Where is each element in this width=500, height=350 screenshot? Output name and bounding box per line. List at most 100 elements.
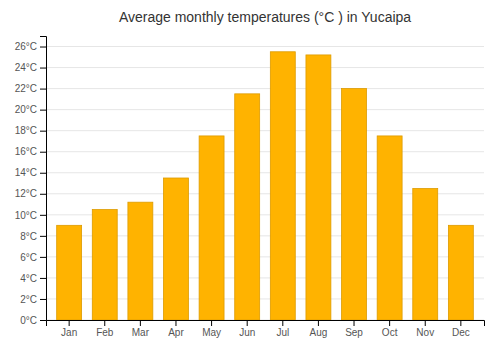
x-axis: Jan Feb Mar Apr May Jun Jul Aug Sep Oct Nov Dec bbox=[47, 320, 485, 338]
x-tick-label: Apr bbox=[168, 327, 184, 338]
y-tick-label: 10°C bbox=[15, 210, 37, 221]
y-tick: 10°C bbox=[15, 210, 46, 221]
grid-line bbox=[46, 151, 484, 152]
x-tick: Feb bbox=[96, 320, 114, 338]
y-tick-label: 0°C bbox=[20, 315, 37, 326]
bar bbox=[448, 225, 473, 320]
y-tick: 12°C bbox=[15, 188, 46, 199]
y-tick-mark bbox=[40, 215, 46, 216]
x-tick-label: Jun bbox=[239, 327, 255, 338]
y-tick-label: 4°C bbox=[20, 273, 37, 284]
y-axis-line bbox=[40, 37, 47, 321]
chart: 0°C 2°C 4°C 6°C 8°C 10°C 12°C 14°C 16°C 18°C 20°C 2… bbox=[0, 0, 500, 350]
y-tick-mark bbox=[40, 236, 46, 237]
grid-line bbox=[46, 46, 484, 47]
x-tick: Jul bbox=[276, 320, 289, 338]
x-tick-label: Sep bbox=[345, 327, 363, 338]
y-tick-label: 18°C bbox=[15, 125, 37, 136]
x-tick-label: Jan bbox=[61, 327, 77, 338]
y-tick-mark bbox=[40, 68, 46, 69]
bar bbox=[235, 94, 260, 320]
y-tick: 8°C bbox=[20, 231, 46, 242]
y-tick-label: 14°C bbox=[15, 167, 37, 178]
x-tick-mark bbox=[389, 320, 390, 326]
bar bbox=[128, 202, 153, 320]
grid-line bbox=[46, 88, 484, 89]
x-tick-mark bbox=[104, 320, 105, 326]
grid-line bbox=[46, 130, 484, 131]
x-tick-mark bbox=[318, 320, 319, 326]
x-tick: May bbox=[202, 320, 221, 338]
x-tick-label: Oct bbox=[382, 327, 398, 338]
x-tick-label: Jul bbox=[276, 327, 289, 338]
bar bbox=[342, 89, 367, 320]
x-tick-mark bbox=[354, 320, 355, 326]
bar bbox=[306, 55, 331, 320]
y-tick-mark bbox=[40, 278, 46, 279]
x-tick-label: Aug bbox=[310, 327, 328, 338]
bar bbox=[199, 136, 224, 320]
y-tick: 24°C bbox=[15, 62, 46, 73]
x-tick-mark bbox=[211, 320, 212, 326]
x-tick: Jun bbox=[239, 320, 255, 338]
y-tick-mark bbox=[40, 131, 46, 132]
x-tick-label: Mar bbox=[132, 327, 150, 338]
x-tick-mark bbox=[175, 320, 176, 326]
y-tick-mark bbox=[40, 299, 46, 300]
y-tick-mark bbox=[40, 110, 46, 111]
x-tick-mark bbox=[140, 320, 141, 326]
bar bbox=[92, 210, 117, 320]
x-tick: Sep bbox=[345, 320, 363, 338]
y-tick-label: 26°C bbox=[15, 41, 37, 52]
y-tick-mark bbox=[40, 47, 46, 48]
bar bbox=[57, 225, 82, 320]
x-tick-mark bbox=[425, 320, 426, 326]
x-tick-label: May bbox=[202, 327, 221, 338]
bar bbox=[270, 52, 295, 320]
y-tick-mark bbox=[40, 152, 46, 153]
x-tick: Aug bbox=[310, 320, 328, 338]
x-tick-mark bbox=[247, 320, 248, 326]
x-tick-label: Feb bbox=[96, 327, 114, 338]
x-tick-mark bbox=[460, 320, 461, 326]
y-tick-mark bbox=[40, 194, 46, 195]
x-tick: Nov bbox=[416, 320, 434, 338]
y-tick-label: 22°C bbox=[15, 83, 37, 94]
y-tick-mark bbox=[40, 257, 46, 258]
y-tick-label: 24°C bbox=[15, 62, 37, 73]
x-tick-mark bbox=[282, 320, 283, 326]
y-tick: 14°C bbox=[15, 167, 46, 178]
grid bbox=[46, 47, 484, 320]
y-axis: 0°C 2°C 4°C 6°C 8°C 10°C 12°C 14°C 16°C 18°C 20°C 2… bbox=[15, 37, 47, 326]
y-tick-mark bbox=[40, 89, 46, 90]
grid-line bbox=[46, 67, 484, 68]
y-tick: 16°C bbox=[15, 146, 46, 157]
grid-line bbox=[46, 172, 484, 173]
y-tick: 22°C bbox=[15, 83, 46, 94]
x-tick: Dec bbox=[452, 320, 470, 338]
y-tick-mark bbox=[40, 173, 46, 174]
x-axis-line bbox=[47, 321, 485, 327]
y-tick: 6°C bbox=[20, 252, 46, 263]
y-tick: 4°C bbox=[20, 273, 46, 284]
y-tick: 0°C bbox=[20, 315, 46, 326]
x-tick: Jan bbox=[61, 320, 77, 338]
grid-line bbox=[46, 109, 484, 110]
y-tick-label: 16°C bbox=[15, 146, 37, 157]
x-tick: Mar bbox=[132, 320, 150, 338]
y-tick: 18°C bbox=[15, 125, 46, 136]
y-tick-label: 12°C bbox=[15, 188, 37, 199]
bar bbox=[413, 189, 438, 320]
y-tick-label: 6°C bbox=[20, 252, 37, 263]
x-tick-mark bbox=[69, 320, 70, 326]
bars bbox=[57, 52, 474, 320]
x-tick-label: Nov bbox=[416, 327, 434, 338]
x-tick: Apr bbox=[168, 320, 184, 338]
y-tick-label: 2°C bbox=[20, 294, 37, 305]
plot-area: 0°C 2°C 4°C 6°C 8°C 10°C 12°C 14°C 16°C 18°C 20°C 2… bbox=[15, 37, 485, 339]
y-tick-label: 8°C bbox=[20, 231, 37, 242]
title: Average monthly temperatures (°C ) in Yu… bbox=[119, 9, 411, 25]
bar bbox=[164, 178, 189, 320]
y-tick-mark bbox=[40, 320, 46, 321]
y-tick: 20°C bbox=[15, 104, 46, 115]
